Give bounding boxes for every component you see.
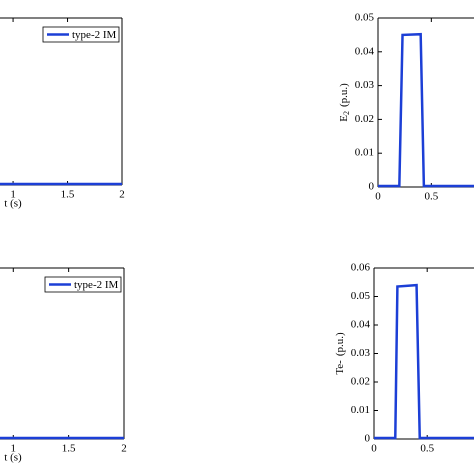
- y-tick-label: 0.03: [351, 347, 371, 359]
- y-tick-label: 0.02: [355, 113, 374, 125]
- y-tick-label: 0.03: [355, 79, 375, 91]
- x-tick-label: 0.5: [424, 191, 438, 203]
- y-tick-label: 0.04: [355, 45, 375, 57]
- data-line: [378, 32, 474, 188]
- y-axis-label: Te- (p.u.): [334, 332, 346, 375]
- x-axis-label: t (s): [4, 452, 22, 464]
- y-tick-label: 0: [365, 433, 371, 445]
- y-tick-label: 0.05: [351, 290, 371, 302]
- data-line: [374, 283, 474, 440]
- legend-box: [42, 26, 120, 43]
- y-axis-label-main: Te-: [334, 360, 346, 375]
- legend-label: type-2 IM: [74, 279, 119, 291]
- y-tick-label: 0.06: [351, 262, 371, 274]
- x-tick-label: 1: [11, 443, 17, 455]
- y-tick-label: 0.02: [351, 376, 370, 388]
- x-tick-label: 0: [371, 443, 377, 455]
- y-tick-label: 0: [369, 181, 375, 193]
- x-tick-label: 2: [121, 443, 127, 455]
- y-tick-label: 0.01: [351, 404, 370, 416]
- y-axis-label-main: E: [338, 115, 350, 122]
- legend-box: [44, 276, 122, 293]
- legend-label: type-2 IM: [72, 29, 117, 41]
- x-tick-label: 1.5: [62, 443, 76, 455]
- y-tick-label: 0.05: [355, 12, 375, 24]
- x-tick-label: 1.5: [61, 189, 75, 201]
- y-axis-label-unit: (p.u.): [334, 332, 346, 356]
- y-axis-label: E2 (p.u.): [338, 83, 351, 122]
- x-axis-label: t (s): [4, 198, 22, 210]
- x-tick-label: 1: [10, 189, 16, 201]
- y-tick-label: 0.01: [355, 147, 374, 159]
- y-tick-label: 0.04: [351, 319, 371, 331]
- x-tick-label: 0: [375, 191, 381, 203]
- y-axis-label-sub: 2: [342, 111, 351, 115]
- x-tick-label: 2: [119, 189, 125, 201]
- y-axis-label-unit: (p.u.): [338, 83, 350, 107]
- x-tick-label: 0.5: [420, 443, 434, 455]
